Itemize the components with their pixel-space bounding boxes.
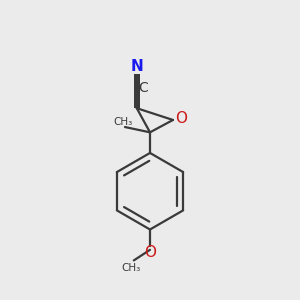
Text: O: O — [144, 245, 156, 260]
Text: C: C — [138, 81, 148, 95]
Text: CH₃: CH₃ — [114, 117, 133, 127]
Text: CH₃: CH₃ — [121, 263, 140, 273]
Text: N: N — [130, 58, 143, 74]
Text: O: O — [175, 111, 187, 126]
